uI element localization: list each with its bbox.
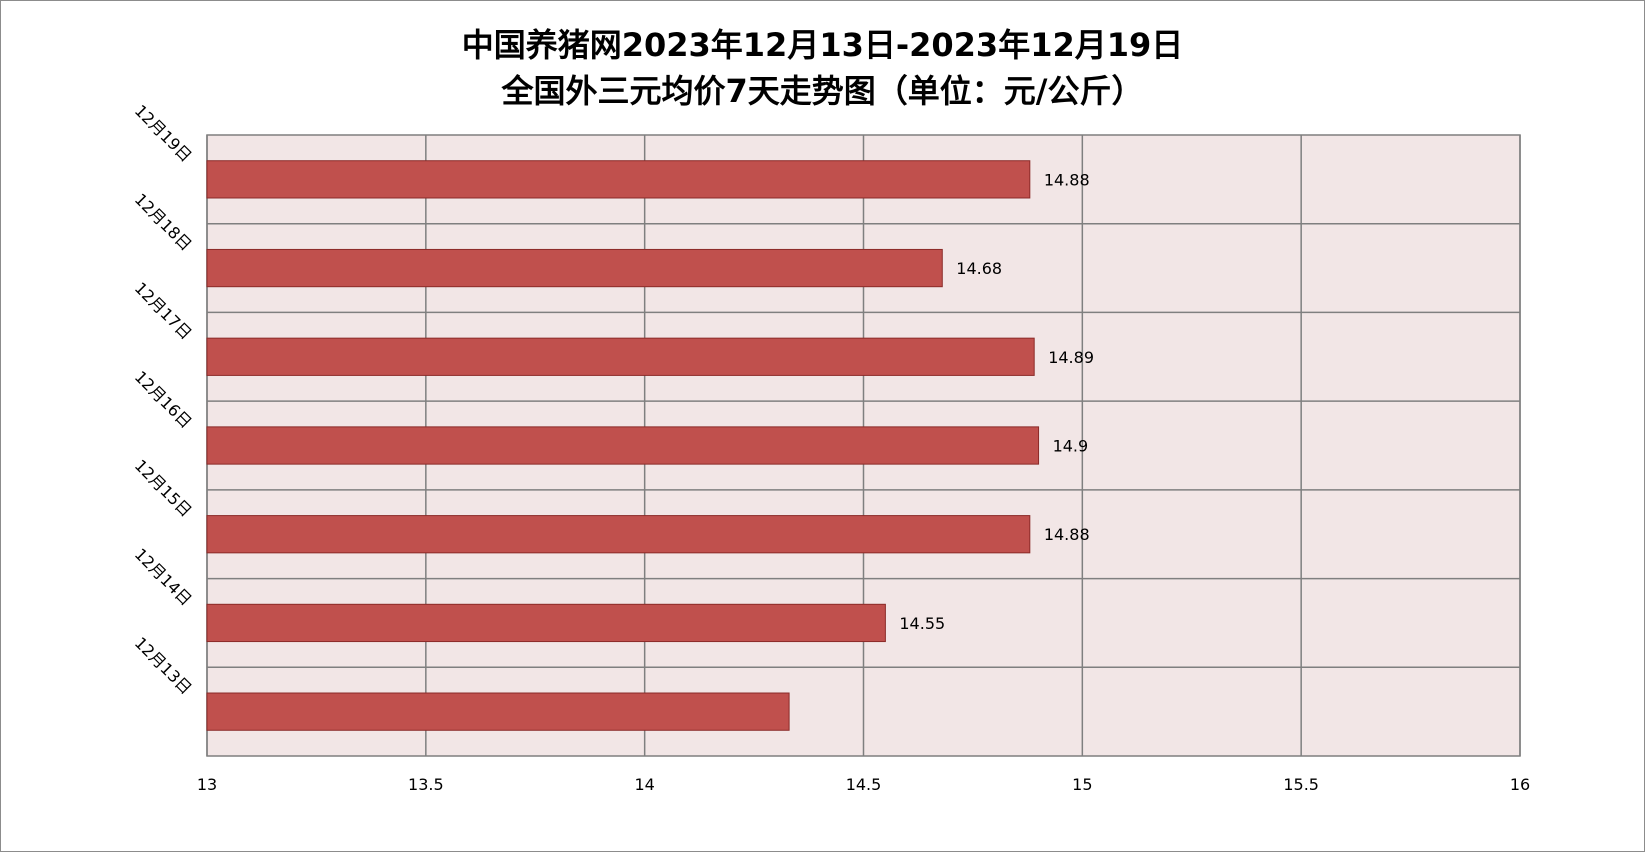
x-tick-label: 13 [197, 775, 217, 794]
data-label: 14.55 [899, 614, 945, 633]
x-tick-label: 14 [634, 775, 654, 794]
y-tick-label: 12月16日 [131, 367, 196, 432]
y-tick-label: 12月14日 [131, 545, 196, 610]
y-tick-label: 12月15日 [131, 456, 196, 521]
data-label: 14.88 [1044, 170, 1090, 189]
chart-title-line-1: 中国养猪网2023年12月13日-2023年12月19日 [461, 26, 1184, 64]
bar [206, 426, 1040, 465]
x-tick-label: 15.5 [1283, 775, 1319, 794]
data-label: 14.88 [1044, 525, 1090, 544]
chart-title: 中国养猪网2023年12月13日-2023年12月19日 全国外三元均价7天走势… [0, 22, 1645, 114]
chart-title-line-2: 全国外三元均价7天走势图（单位：元/公斤） [501, 72, 1144, 110]
bar [206, 337, 1035, 376]
data-label: 14.89 [1048, 348, 1094, 367]
y-tick-label: 12月17日 [131, 278, 196, 343]
x-tick-label: 14.5 [846, 775, 882, 794]
bar [206, 603, 886, 643]
bar [206, 160, 1031, 199]
x-tick-label: 13.5 [408, 775, 444, 794]
bar [206, 692, 790, 731]
y-tick-label: 12月19日 [131, 101, 196, 166]
data-label: 14.68 [956, 259, 1002, 278]
y-tick-label: 12月18日 [131, 190, 196, 255]
y-tick-label: 12月13日 [131, 633, 196, 698]
data-label: 14.9 [1053, 437, 1089, 456]
bar [206, 515, 1031, 554]
x-tick-label: 16 [1510, 775, 1530, 794]
bar [206, 248, 943, 288]
x-tick-label: 15 [1072, 775, 1092, 794]
